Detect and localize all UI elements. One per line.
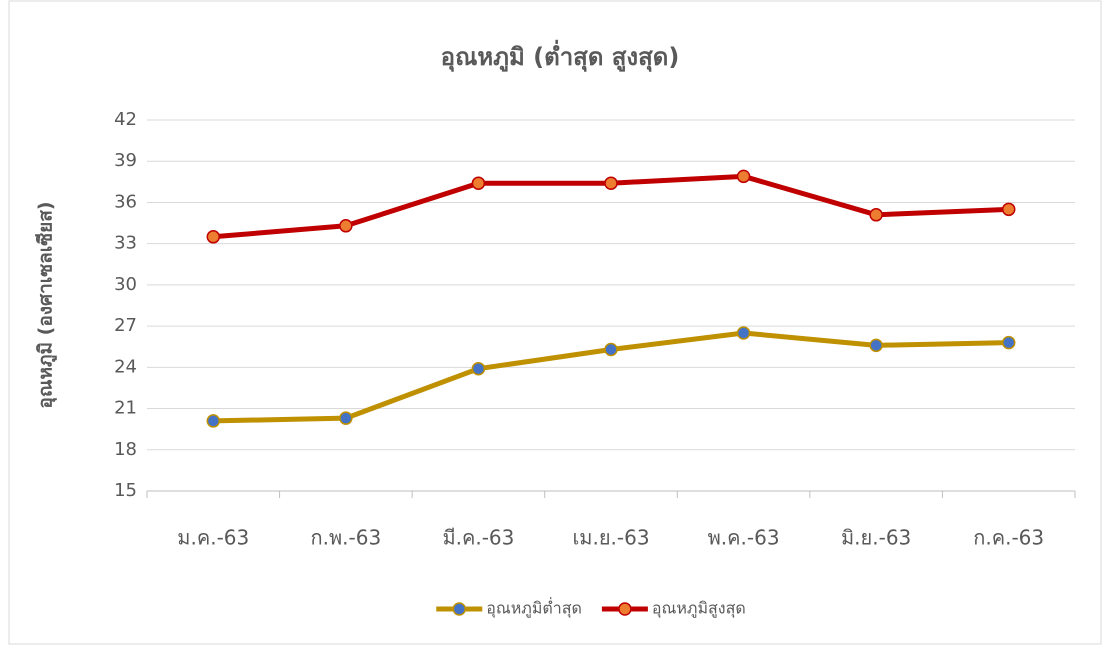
legend-label: อุณหภูมิต่ำสุด [486, 597, 582, 619]
y-tick-label: 33 [114, 233, 137, 254]
x-tick-label: ก.ค.-63 [973, 526, 1044, 550]
y-tick-label: 30 [114, 274, 137, 295]
point [869, 208, 883, 222]
y-axis-label: อุณหภูมิ (องศาเซลเซียส) [35, 201, 58, 408]
y-tick-label: 21 [114, 398, 137, 419]
legend-item: อุณหภูมิต่ำสุด [436, 597, 582, 619]
legend-marker [618, 602, 632, 616]
y-tick-label: 15 [114, 480, 137, 501]
y-tick-label: 18 [114, 439, 137, 460]
point [604, 342, 618, 357]
point [206, 230, 221, 244]
y-tick-label: 42 [114, 109, 137, 130]
legend: อุณหภูมิต่ำสุด อุณหภูมิสูงสุด [436, 597, 746, 619]
point [1001, 202, 1016, 217]
x-tick-label: ก.พ.-63 [311, 526, 382, 550]
x-tick-label: มี.ค.-63 [442, 526, 514, 550]
point [206, 414, 221, 428]
x-tick-label: เม.ย.-63 [572, 526, 649, 550]
chart-title: อุณหภูมิ (ต่ำสุด สูงสุด) [441, 39, 680, 73]
point [736, 326, 751, 340]
point [869, 338, 883, 353]
legend-item: อุณหภูมิสูงสุด [601, 599, 746, 619]
y-tick-label: 39 [114, 150, 137, 171]
y-tick-label: 36 [114, 191, 137, 212]
x-tick-label: มิ.ย.-63 [841, 526, 911, 550]
legend-label: อุณหภูมิสูงสุด [652, 599, 746, 619]
y-tick-label: 27 [114, 315, 137, 336]
point [736, 169, 751, 184]
point [471, 176, 486, 190]
legend-marker [452, 602, 467, 616]
point [604, 176, 618, 190]
point [1001, 335, 1016, 350]
point [339, 219, 353, 233]
chart-area [8, 0, 1102, 645]
y-tick-label: 24 [114, 356, 137, 377]
point [339, 411, 353, 425]
x-tick-label: ม.ค.-63 [177, 526, 249, 550]
x-tick-label: พ.ค.-63 [708, 526, 780, 550]
point [471, 361, 486, 376]
